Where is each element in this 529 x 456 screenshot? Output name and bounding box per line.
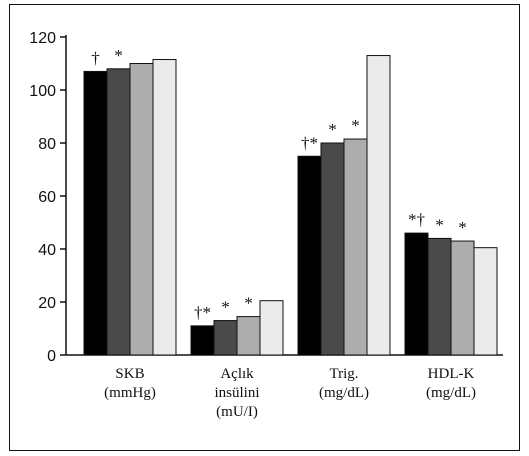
bar (366, 55, 391, 356)
significance-marker: * (351, 116, 360, 135)
category-label: (mU/I) (216, 404, 258, 420)
bar (427, 237, 452, 356)
significance-marker: †* (194, 303, 211, 322)
bar (343, 138, 368, 356)
significance-marker: † (91, 48, 100, 67)
significance-marker: *† (408, 210, 425, 229)
bar (83, 70, 108, 356)
significance-marker: * (458, 218, 467, 237)
significance-markers: † *†* * *†** **† * * (91, 46, 467, 322)
bar (259, 300, 284, 356)
category-label: Açlık (220, 366, 254, 382)
significance-marker: * (114, 46, 123, 65)
bar (297, 155, 322, 356)
category-label: SKB (115, 366, 144, 382)
bar (129, 63, 154, 356)
bar (473, 247, 498, 356)
category-label: HDL-K (428, 366, 475, 382)
significance-marker: †* (301, 133, 318, 152)
bars (83, 55, 498, 356)
significance-marker: * (328, 120, 337, 139)
bar (320, 142, 345, 356)
significance-marker: * (221, 298, 230, 317)
bar (404, 232, 429, 356)
y-tick-label: 0 (47, 348, 56, 365)
y-tick-label: 100 (29, 83, 56, 100)
bar (236, 316, 261, 356)
bar (106, 68, 131, 356)
category-label: (mg/dL) (426, 385, 476, 401)
y-tick-label: 20 (38, 295, 56, 312)
bar (450, 240, 475, 356)
bar (190, 325, 215, 356)
category-labels: SKB (mmHg) Açlık insülini (mU/I) Trig. (mg/dL)… (104, 366, 476, 420)
category-label: (mg/dL) (319, 385, 369, 401)
bar (213, 320, 238, 356)
y-tick-label: 60 (38, 189, 56, 206)
category-label: insülini (214, 385, 259, 401)
y-tick-label: 80 (38, 136, 56, 153)
y-tick-label: 40 (38, 242, 56, 259)
chart-frame (9, 4, 520, 451)
category-label: Trig. (329, 366, 358, 382)
significance-marker: * (435, 215, 444, 234)
bar (152, 59, 177, 356)
significance-marker: * (244, 294, 253, 313)
y-tick-label: 120 (29, 30, 56, 47)
category-label: (mmHg) (104, 385, 156, 401)
